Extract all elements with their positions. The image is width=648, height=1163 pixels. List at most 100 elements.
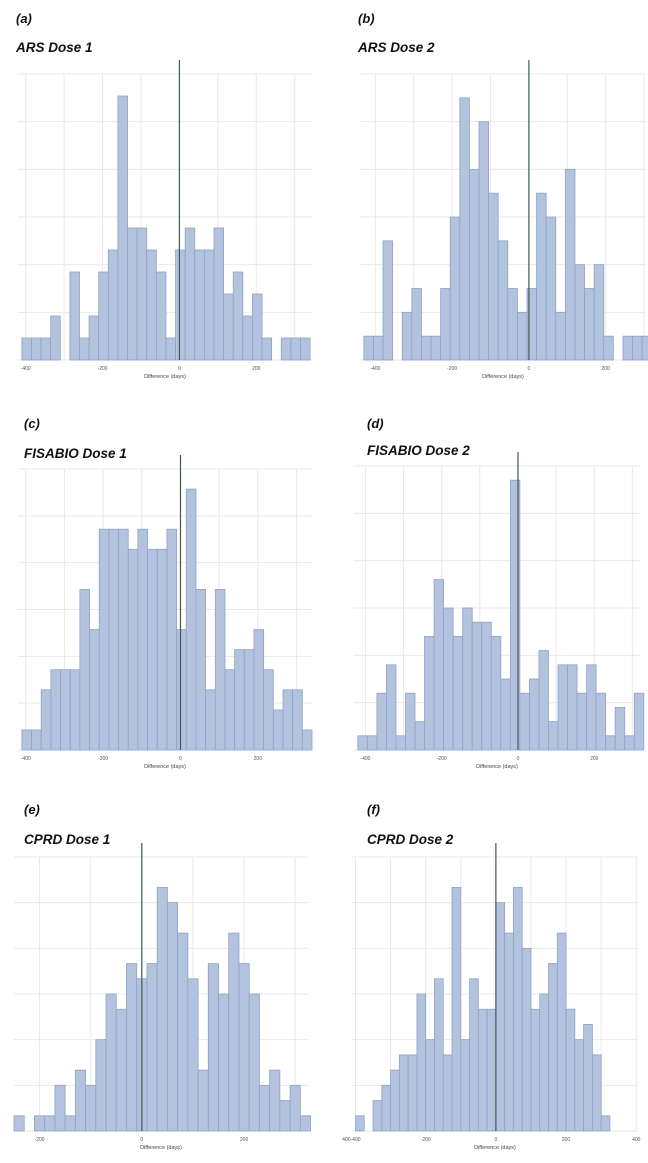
- panel-title-d: FISABIO Dose 2: [367, 443, 470, 458]
- histogram-bar: [390, 1069, 400, 1132]
- x-tick-label: 200: [590, 756, 599, 762]
- histogram-bar: [252, 293, 263, 361]
- histogram-bar: [538, 650, 549, 751]
- histogram-bar: [451, 887, 462, 1132]
- histogram-bar: [40, 337, 52, 361]
- x-tick-label: 0: [178, 366, 181, 372]
- histogram-bar: [126, 963, 138, 1132]
- histogram-bar: [88, 315, 100, 361]
- histogram-bar: [21, 729, 32, 751]
- histogram-bar: [107, 249, 119, 361]
- histogram-bar: [272, 709, 284, 751]
- histogram-bar: [98, 528, 110, 751]
- histogram-e: -200 0 200 400 Difference (days): [13, 843, 351, 1151]
- histogram-bar: [223, 293, 234, 361]
- histogram-bar: [290, 337, 301, 361]
- histogram-bar: [13, 1115, 25, 1132]
- histogram-bar: [89, 629, 100, 751]
- histogram-bar: [497, 240, 509, 361]
- histogram-bar: [513, 887, 523, 1132]
- histogram-bar: [156, 887, 168, 1132]
- x-tick-label: 0: [179, 756, 182, 762]
- histogram-bar: [108, 528, 119, 751]
- panel-title-e: CPRD Dose 1: [24, 832, 111, 847]
- histogram-bar: [175, 249, 186, 361]
- histogram-bar: [633, 692, 645, 751]
- histogram-bar: [401, 311, 413, 361]
- histogram-bar: [624, 735, 635, 751]
- panel-title-b: ARS Dose 2: [358, 40, 435, 55]
- histogram-bar: [197, 1069, 209, 1132]
- bars: [13, 887, 311, 1132]
- histogram-bar: [147, 548, 158, 751]
- histogram-bar: [238, 963, 250, 1132]
- histogram-bar: [69, 271, 80, 361]
- histogram-bar: [232, 271, 244, 361]
- x-tick-label: -200: [437, 756, 447, 762]
- panel-letter-a: (a): [16, 11, 32, 26]
- histogram-bar: [279, 1100, 291, 1132]
- x-tick-label: 200: [252, 366, 261, 372]
- histogram-bar: [117, 95, 128, 361]
- histogram-bar: [539, 993, 549, 1132]
- histogram-bar: [243, 649, 255, 751]
- histogram-bar: [195, 589, 207, 751]
- histogram-bar: [34, 1115, 46, 1132]
- histogram-bar: [504, 932, 514, 1132]
- histogram-bar: [207, 963, 219, 1132]
- histogram-bar: [95, 1039, 107, 1132]
- x-tick-label: -400: [21, 756, 31, 762]
- histogram-bar: [530, 1008, 541, 1132]
- bars: [355, 887, 611, 1132]
- x-tick-label: 0: [528, 366, 531, 372]
- histogram-b: -400 -200 0 200 Difference (days): [360, 60, 648, 380]
- bars: [21, 488, 313, 751]
- histogram-bar: [605, 735, 616, 751]
- histogram-bar: [434, 978, 444, 1132]
- panel-title-a: ARS Dose 1: [16, 40, 93, 55]
- x-axis-title: Difference (days): [140, 1145, 182, 1151]
- x-tick-label: -200: [421, 1137, 431, 1143]
- histogram-bar: [146, 963, 158, 1132]
- histogram-bar: [177, 932, 189, 1132]
- x-tick-label: -200: [35, 1137, 45, 1143]
- histogram-bar: [382, 240, 394, 361]
- histogram-bar: [430, 335, 442, 361]
- x-tick-label: -200: [98, 756, 108, 762]
- histogram-bar: [509, 479, 521, 751]
- histogram-bar: [595, 692, 607, 751]
- histogram-bar: [127, 227, 138, 361]
- x-tick-label: 200: [254, 756, 263, 762]
- histogram-bar: [203, 249, 215, 361]
- histogram-bar: [411, 288, 422, 361]
- histogram-bar: [137, 528, 148, 751]
- x-tick-label: 400: [342, 1137, 351, 1143]
- histogram-bar: [248, 993, 260, 1132]
- x-axis-title: Difference (days): [144, 374, 186, 380]
- histogram-bar: [69, 669, 81, 751]
- x-axis-title: Difference (days): [476, 764, 518, 770]
- x-tick-label: 0: [494, 1137, 497, 1143]
- x-axis-title: Difference (days): [474, 1145, 516, 1151]
- histogram-bar: [614, 706, 626, 751]
- histogram-bar: [507, 288, 518, 361]
- x-tick-label: 0: [517, 756, 520, 762]
- histogram-bar: [363, 335, 374, 361]
- histogram-bar: [115, 1008, 127, 1132]
- histogram-bar: [576, 692, 588, 751]
- histogram-bar: [40, 689, 52, 751]
- x-tick-label: -400: [360, 756, 370, 762]
- histogram-bar: [85, 1084, 97, 1132]
- histogram-bar: [357, 735, 368, 751]
- histogram-bar: [622, 335, 633, 361]
- x-tick-label: 0: [140, 1137, 143, 1143]
- histogram-bar: [586, 664, 597, 751]
- histogram-bar: [292, 689, 303, 751]
- histogram-bar: [555, 311, 566, 361]
- histogram-bar: [548, 963, 558, 1132]
- histogram-bar: [166, 902, 179, 1132]
- histogram-bar: [593, 264, 605, 361]
- histogram-bar: [263, 669, 274, 751]
- histogram-bar: [205, 689, 216, 751]
- histogram-bar: [603, 335, 614, 361]
